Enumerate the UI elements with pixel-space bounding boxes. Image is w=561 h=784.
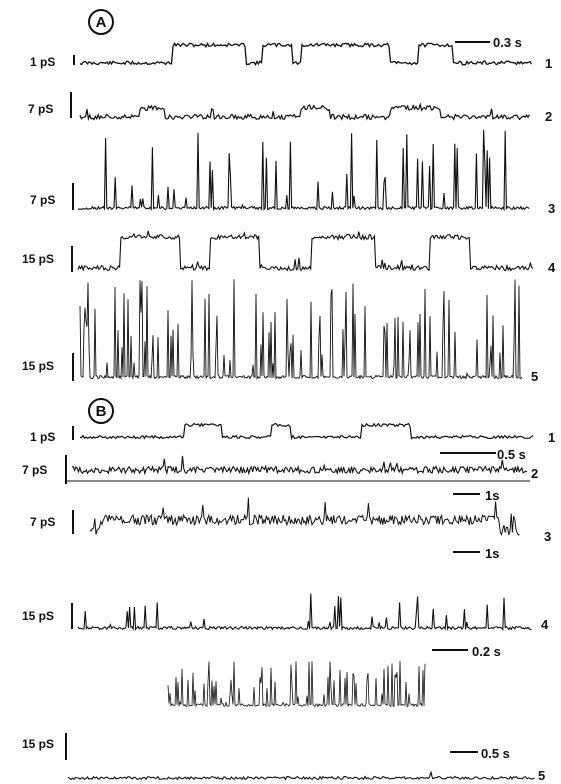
trace-a5 bbox=[79, 279, 523, 381]
panel-a-label: A bbox=[88, 9, 114, 35]
b5-trace-number: 5 bbox=[538, 768, 545, 783]
a1-time-label: 0.3 s bbox=[493, 35, 522, 50]
a3-trace-number: 3 bbox=[548, 201, 555, 216]
b4-trace-number: 4 bbox=[541, 617, 549, 632]
b3-scale-label: 7 pS bbox=[30, 515, 55, 529]
trace-b5 bbox=[67, 770, 535, 781]
a4-scale-label: 15 pS bbox=[22, 252, 54, 266]
b1-scale-label: 1 pS bbox=[30, 430, 55, 444]
trace-b4 bbox=[77, 593, 532, 632]
a2-scale-label: 7 pS bbox=[28, 102, 53, 116]
trace-b1 bbox=[79, 422, 534, 441]
b1-trace-number: 1 bbox=[548, 430, 555, 445]
trace-a1 bbox=[79, 41, 533, 67]
b1-time-label: 0.5 s bbox=[497, 447, 526, 462]
a5-scale-label: 15 pS bbox=[22, 359, 54, 373]
a4-trace-number: 4 bbox=[548, 260, 556, 275]
b5-scale-label: 15 pS bbox=[22, 737, 54, 751]
a2-trace-number: 2 bbox=[545, 109, 552, 124]
a5-trace-number: 5 bbox=[531, 369, 538, 384]
b4-time-label: 0.2 s bbox=[472, 644, 501, 659]
b2-trace-number: 2 bbox=[531, 466, 538, 481]
trace-b2 bbox=[71, 455, 528, 476]
trace-b5-burst bbox=[167, 660, 426, 708]
b3-time-label: 1s bbox=[485, 546, 499, 561]
panel-a-letter: A bbox=[96, 14, 107, 31]
b3-trace-number: 3 bbox=[544, 529, 551, 544]
trace-a3 bbox=[77, 129, 530, 212]
b4-scale-label: 15 pS bbox=[22, 609, 54, 623]
b5-time-label: 0.5 s bbox=[481, 746, 510, 761]
trace-b3 bbox=[89, 497, 520, 536]
b2-scale-label: 7 pS bbox=[22, 463, 47, 477]
a1-trace-number: 1 bbox=[545, 56, 552, 71]
panel-b-letter: B bbox=[96, 403, 107, 420]
trace-a4 bbox=[77, 230, 534, 272]
panel-b-label: B bbox=[88, 398, 114, 424]
b2-time-label: 1s bbox=[485, 488, 499, 503]
a3-scale-label: 7 pS bbox=[30, 193, 55, 207]
trace-a2 bbox=[79, 102, 530, 122]
a1-scale-label: 1 pS bbox=[30, 55, 55, 69]
